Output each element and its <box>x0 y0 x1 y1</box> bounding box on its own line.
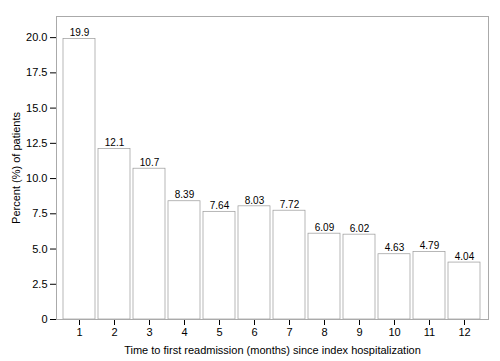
svg-text:0: 0 <box>41 313 47 325</box>
svg-text:7.72: 7.72 <box>280 199 300 210</box>
svg-text:8.39: 8.39 <box>175 189 195 200</box>
svg-text:8: 8 <box>321 326 327 338</box>
svg-text:8.03: 8.03 <box>245 195 265 206</box>
svg-text:4.79: 4.79 <box>420 240 440 251</box>
svg-text:9: 9 <box>356 326 362 338</box>
svg-text:4: 4 <box>181 326 187 338</box>
svg-text:4.04: 4.04 <box>455 251 475 262</box>
svg-text:2.5: 2.5 <box>32 278 47 290</box>
svg-text:6.09: 6.09 <box>315 222 335 233</box>
svg-text:12.5: 12.5 <box>26 137 47 149</box>
svg-text:6.02: 6.02 <box>350 223 370 234</box>
svg-text:20.0: 20.0 <box>26 31 47 43</box>
svg-text:5.0: 5.0 <box>32 243 47 255</box>
svg-text:10: 10 <box>388 326 400 338</box>
svg-text:7.64: 7.64 <box>210 200 230 211</box>
svg-text:Percent (%) of patients: Percent (%) of patients <box>10 112 22 224</box>
svg-text:Time to first readmission (mon: Time to first readmission (months) since… <box>124 344 421 356</box>
svg-text:2: 2 <box>111 326 117 338</box>
svg-text:5: 5 <box>216 326 222 338</box>
svg-text:19.9: 19.9 <box>70 27 90 38</box>
svg-text:7.5: 7.5 <box>32 207 47 219</box>
svg-text:10.0: 10.0 <box>26 172 47 184</box>
svg-text:17.5: 17.5 <box>26 66 47 78</box>
svg-text:12: 12 <box>458 326 470 338</box>
svg-text:10.7: 10.7 <box>140 157 160 168</box>
svg-text:15.0: 15.0 <box>26 102 47 114</box>
svg-text:11: 11 <box>424 326 435 338</box>
svg-text:1: 1 <box>76 326 82 338</box>
svg-text:3: 3 <box>146 326 152 338</box>
svg-text:6: 6 <box>251 326 257 338</box>
svg-text:7: 7 <box>286 326 292 338</box>
svg-text:12.1: 12.1 <box>105 137 125 148</box>
svg-text:4.63: 4.63 <box>385 242 405 253</box>
